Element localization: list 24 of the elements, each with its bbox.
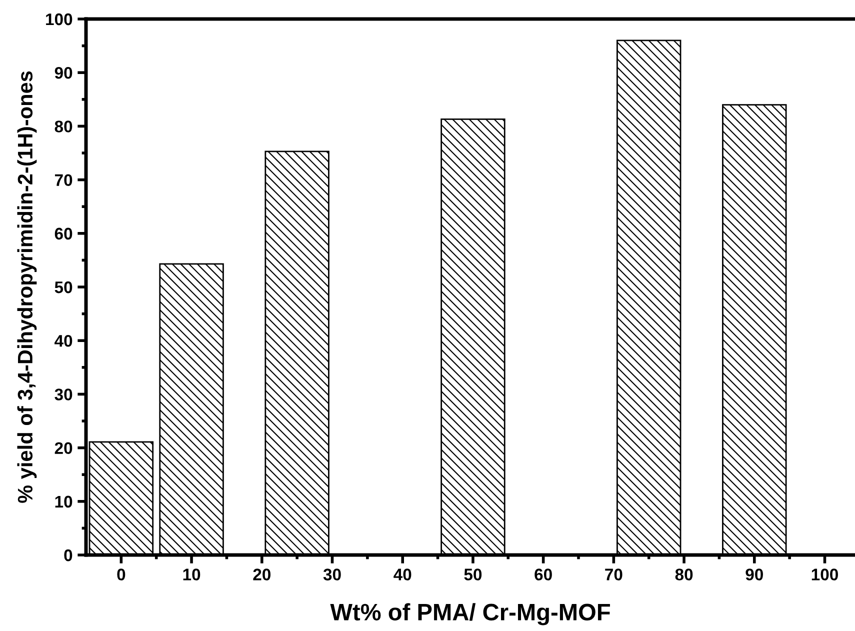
y-tick-label: 40 [54, 335, 72, 347]
y-tick-label: 100 [46, 13, 72, 26]
x-tick-label: 50 [464, 568, 482, 580]
y-tick-label: 0 [64, 549, 72, 562]
y-tick-label: 30 [54, 388, 72, 400]
y-tick-label: 20 [54, 442, 72, 454]
y-tick-label: 80 [54, 120, 72, 132]
x-tick-label: 40 [394, 568, 412, 580]
x-axis-title: Wt% of PMA/ Cr-Mg-MOF [330, 603, 610, 626]
x-tick-label: 70 [605, 568, 622, 580]
x-tick-label: 20 [253, 568, 270, 580]
x-tick-label: 10 [183, 568, 200, 580]
x-tick-label: 60 [534, 568, 552, 580]
x-tick-label: 0 [117, 568, 126, 580]
x-tick-label: 100 [812, 568, 838, 580]
x-tick-label: 80 [675, 568, 693, 580]
x-tick-label: 90 [746, 568, 763, 580]
y-tick-label: 60 [54, 228, 72, 240]
y-tick-label: 50 [54, 281, 72, 294]
y-tick-label: 70 [54, 174, 72, 186]
y-tick-label: 90 [54, 67, 72, 79]
y-axis-title: % yield of 3,4-Dihydropyrimidin-2-(1H)-ones [17, 71, 37, 503]
y-tick-label: 10 [55, 496, 72, 508]
x-tick-label: 30 [323, 568, 341, 580]
